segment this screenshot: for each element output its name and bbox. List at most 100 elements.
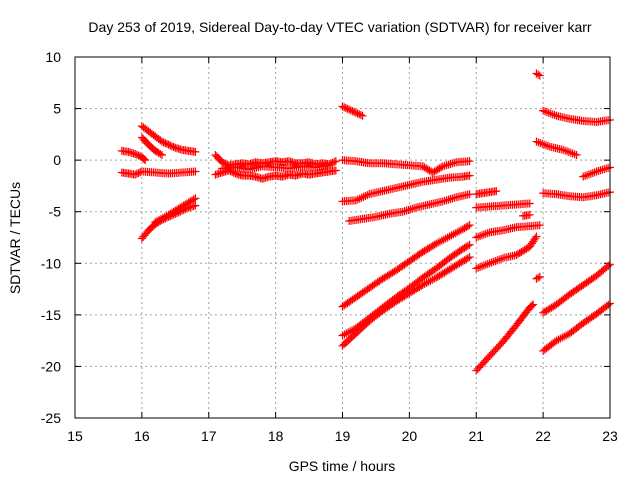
data-point <box>529 300 538 309</box>
data-point <box>477 231 486 240</box>
data-point <box>474 263 483 272</box>
data-point <box>463 222 472 231</box>
data-point <box>476 262 485 271</box>
data-point <box>359 192 368 201</box>
data-point <box>422 245 431 254</box>
data-point <box>476 232 485 241</box>
data-point <box>166 209 175 218</box>
data-point <box>132 150 141 159</box>
data-point <box>531 234 540 243</box>
data-point <box>456 226 465 235</box>
series-x <box>539 106 614 126</box>
data-point <box>535 71 544 80</box>
data-point <box>426 276 435 285</box>
data-point <box>415 283 424 292</box>
series-n <box>338 221 474 311</box>
y-tick-label: -20 <box>41 358 61 374</box>
data-point <box>485 259 494 268</box>
data-point <box>174 204 183 213</box>
series-p <box>338 253 474 350</box>
data-point <box>423 244 432 253</box>
data-point <box>428 275 437 284</box>
data-point <box>517 247 526 256</box>
data-point <box>345 105 354 114</box>
data-point <box>439 235 448 244</box>
y-tick-label: 0 <box>53 152 61 168</box>
data-point <box>191 194 200 203</box>
data-point <box>438 269 447 278</box>
series-o <box>338 240 474 340</box>
data-point <box>378 274 387 283</box>
data-point <box>183 199 192 208</box>
data-point <box>420 279 429 288</box>
data-point <box>346 327 355 336</box>
data-point <box>162 211 171 220</box>
data-point <box>590 168 599 177</box>
data-point <box>453 228 462 237</box>
series-aa <box>539 188 614 202</box>
data-point <box>395 295 404 304</box>
data-point <box>534 138 543 147</box>
data-point <box>191 147 200 156</box>
data-point <box>156 136 165 145</box>
data-point <box>169 142 178 151</box>
data-point <box>164 210 173 219</box>
data-point <box>361 191 370 200</box>
data-point <box>355 110 364 119</box>
data-point <box>435 237 444 246</box>
data-point <box>465 221 474 230</box>
data-point <box>445 265 454 274</box>
data-point <box>162 139 171 148</box>
data-point <box>462 242 471 251</box>
data-point <box>383 271 392 280</box>
data-point <box>418 247 427 256</box>
data-point <box>437 163 446 172</box>
data-point <box>413 284 422 293</box>
data-point <box>540 307 549 316</box>
x-tick-label: 19 <box>335 428 351 444</box>
data-point <box>541 107 550 116</box>
data-point <box>432 166 441 175</box>
data-point <box>179 201 188 210</box>
data-point <box>157 150 166 159</box>
x-axis-title: GPS time / hours <box>289 458 396 474</box>
data-point <box>451 229 460 238</box>
data-point <box>447 264 456 273</box>
data-point <box>453 260 462 269</box>
data-point <box>167 208 176 217</box>
data-point <box>581 171 590 180</box>
data-point <box>542 306 551 315</box>
data-point <box>455 227 464 236</box>
x-tick-label: 23 <box>602 428 618 444</box>
data-point <box>420 246 429 255</box>
data-point <box>392 297 400 306</box>
data-point <box>584 170 593 179</box>
data-point <box>141 156 150 165</box>
data-point <box>525 199 534 208</box>
data-point <box>544 305 553 314</box>
data-point <box>433 272 442 281</box>
data-point <box>432 273 441 282</box>
data-point <box>522 244 531 253</box>
data-point <box>477 262 486 271</box>
data-point <box>131 170 140 179</box>
series-m <box>345 190 474 225</box>
data-point <box>172 205 181 214</box>
data-point <box>465 240 474 249</box>
data-point <box>400 292 409 301</box>
data-point <box>131 149 140 158</box>
data-point <box>427 242 436 251</box>
data-point <box>457 258 466 267</box>
data-point <box>535 221 544 230</box>
data-point <box>325 161 334 170</box>
data-point <box>527 301 536 310</box>
data-point <box>495 255 504 264</box>
data-point <box>483 229 492 238</box>
data-point <box>380 273 389 282</box>
data-point <box>493 256 502 265</box>
data-point <box>543 141 552 150</box>
data-point <box>171 206 180 215</box>
data-point <box>562 331 571 340</box>
data-point <box>441 234 450 243</box>
data-point <box>559 145 568 154</box>
